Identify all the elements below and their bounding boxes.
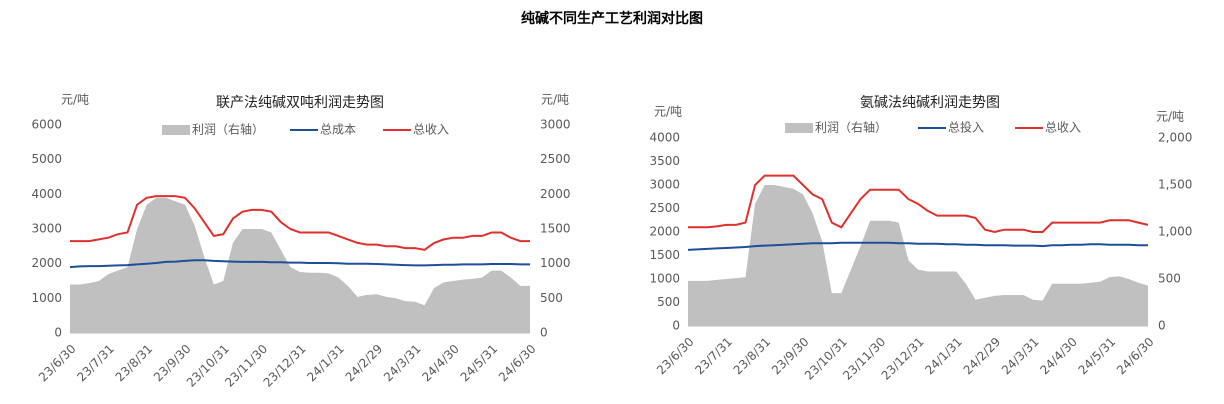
y-tick-label: 2000 xyxy=(31,256,62,270)
x-tick-label: 24/3/31 xyxy=(999,335,1042,378)
legend-label: 总收入 xyxy=(1045,121,1081,135)
page-title: 纯碱不同生产工艺利润对比图 xyxy=(521,10,703,27)
y-tick-label: 4000 xyxy=(31,187,62,201)
y2-tick-label: 1000 xyxy=(540,256,571,270)
y2-tick-label: 2,000 xyxy=(1158,131,1192,145)
y2-tick-label: 500 xyxy=(540,291,563,305)
y2-tick-label: 1,000 xyxy=(1158,225,1192,239)
y2-axis-unit: 元/吨 xyxy=(541,93,569,107)
y-tick-label: 1000 xyxy=(31,291,62,305)
y-tick-label: 500 xyxy=(657,295,680,309)
series-line xyxy=(688,174,1149,234)
y-tick-label: 0 xyxy=(54,326,62,340)
x-tick-label: 24/4/30 xyxy=(419,342,462,385)
legend-label: 总成本 xyxy=(320,123,356,137)
profit-area xyxy=(70,197,530,333)
x-tick-label: 23/7/31 xyxy=(692,335,735,378)
y-axis-unit: 元/吨 xyxy=(61,93,89,107)
y-tick-label: 0 xyxy=(672,319,680,333)
y-tick-label: 3500 xyxy=(649,154,680,168)
y-tick-label: 6000 xyxy=(31,118,62,132)
y-tick-label: 5000 xyxy=(31,152,62,166)
y2-tick-label: 0 xyxy=(1158,319,1166,333)
legend-label: 总收入 xyxy=(413,123,449,137)
y2-tick-label: 3000 xyxy=(540,118,571,132)
series-line xyxy=(687,241,1148,251)
y2-axis-unit: 元/吨 xyxy=(1156,110,1184,124)
chart-title: 联产法纯碱双吨利润走势图 xyxy=(216,95,384,111)
x-tick-label: 23/8/31 xyxy=(731,335,774,378)
x-tick-label: 23/7/31 xyxy=(74,342,117,385)
y2-tick-label: 2000 xyxy=(540,187,571,201)
x-tick-label: 23/6/30 xyxy=(36,342,79,385)
x-tick-label: 24/1/31 xyxy=(304,342,347,385)
x-tick-label: 24/1/31 xyxy=(922,335,965,378)
y2-tick-label: 0 xyxy=(540,326,548,340)
series-line xyxy=(69,259,530,269)
y-tick-label: 1500 xyxy=(649,248,680,262)
y-axis-unit: 元/吨 xyxy=(654,105,682,119)
y2-tick-label: 500 xyxy=(1158,272,1181,286)
legend-label: 利润（右轴） xyxy=(815,120,887,135)
x-tick-label: 24/6/30 xyxy=(496,342,539,385)
y-tick-label: 2500 xyxy=(649,201,680,215)
x-tick-label: 24/6/30 xyxy=(1114,335,1157,378)
x-tick-label: 24/2/29 xyxy=(343,342,386,385)
y-tick-label: 3000 xyxy=(649,178,680,192)
x-tick-label: 23/12/31 xyxy=(879,335,927,383)
y2-tick-label: 1500 xyxy=(540,222,571,236)
x-tick-label: 24/5/31 xyxy=(1076,335,1119,378)
x-tick-label: 24/2/29 xyxy=(961,335,1004,378)
legend-swatch xyxy=(785,123,813,133)
y-tick-label: 4000 xyxy=(649,131,680,145)
legend-label: 总投入 xyxy=(948,120,984,135)
legend-label: 利润（右轴） xyxy=(192,122,264,137)
profit-area xyxy=(688,185,1148,326)
x-tick-label: 23/12/31 xyxy=(261,342,309,390)
x-tick-label: 24/3/31 xyxy=(381,342,424,385)
x-tick-label: 24/4/30 xyxy=(1037,335,1080,378)
y2-tick-label: 2500 xyxy=(540,152,571,166)
y2-tick-label: 1,500 xyxy=(1158,178,1192,192)
x-tick-label: 23/6/30 xyxy=(654,335,697,378)
y-tick-label: 3000 xyxy=(31,222,62,236)
series-line xyxy=(70,195,530,251)
x-tick-label: 23/8/31 xyxy=(113,342,156,385)
x-tick-label: 24/5/31 xyxy=(458,342,501,385)
legend-swatch xyxy=(162,125,190,135)
chart-title: 氨碱法纯碱利润走势图 xyxy=(860,95,1000,111)
y-tick-label: 1000 xyxy=(649,272,680,286)
y-tick-label: 2000 xyxy=(649,225,680,239)
